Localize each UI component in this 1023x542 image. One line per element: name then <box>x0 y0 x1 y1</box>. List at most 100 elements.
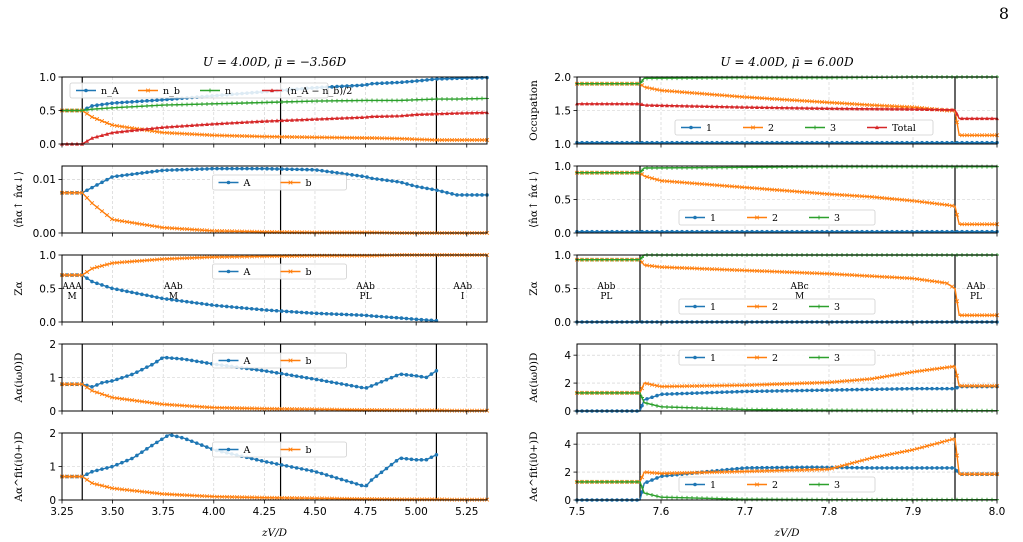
data-point <box>430 97 434 102</box>
data-point <box>770 389 774 393</box>
data-point <box>814 380 820 385</box>
data-point <box>740 104 744 109</box>
data-point <box>135 370 139 374</box>
series-(n_A − n_b)/2 <box>60 110 489 146</box>
data-point <box>325 116 329 121</box>
data-point <box>620 479 624 484</box>
data-point <box>844 378 850 384</box>
data-point <box>729 383 735 388</box>
data-point <box>919 445 925 450</box>
data-point <box>894 275 900 280</box>
series-line <box>62 475 487 501</box>
data-point <box>650 103 654 107</box>
data-point <box>84 477 90 482</box>
data-point <box>404 316 409 321</box>
y-axis-label: Occupation <box>528 80 540 141</box>
data-point <box>755 105 759 109</box>
data-point <box>199 404 205 409</box>
data-point <box>165 355 169 360</box>
data-point <box>830 106 834 111</box>
data-point <box>184 227 190 232</box>
data-point <box>204 405 210 410</box>
data-point <box>320 168 324 173</box>
data-point <box>125 374 129 378</box>
data-point <box>930 164 934 169</box>
data-point <box>654 383 660 388</box>
data-point <box>310 117 314 121</box>
data-point <box>640 395 644 400</box>
series-line <box>62 167 487 196</box>
legend-label: 3 <box>834 302 840 313</box>
data-point <box>674 384 680 389</box>
legend-label: 1 <box>706 123 712 134</box>
data-point <box>120 375 124 380</box>
page-number: 8 <box>998 4 1009 23</box>
data-point <box>230 166 234 171</box>
x-tick-label: 3.25 <box>50 506 73 518</box>
data-point <box>825 388 829 392</box>
y-tick-label: 0 <box>564 406 571 418</box>
data-point <box>179 403 185 408</box>
data-point <box>734 267 740 273</box>
data-point <box>415 97 419 102</box>
data-point <box>884 274 890 280</box>
data-point <box>590 390 594 395</box>
data-point <box>139 222 145 227</box>
data-point <box>929 200 935 206</box>
data-point <box>829 380 835 385</box>
phase-label: PL <box>600 292 612 302</box>
y-tick-label: 0.5 <box>554 283 571 295</box>
legend-label: b <box>306 445 312 456</box>
data-point <box>639 386 645 391</box>
data-point <box>304 135 310 140</box>
data-point <box>600 257 604 262</box>
data-point <box>655 403 659 408</box>
data-point <box>869 103 875 108</box>
data-point <box>715 75 719 80</box>
data-point <box>409 457 414 462</box>
data-point <box>855 465 859 470</box>
data-point <box>704 182 710 187</box>
data-point <box>214 303 219 308</box>
data-point <box>885 106 889 111</box>
data-point <box>945 107 949 112</box>
data-point <box>150 294 154 299</box>
data-point <box>369 384 374 388</box>
legend-label: Total <box>892 123 916 134</box>
data-point <box>725 104 729 109</box>
data-point <box>399 316 404 320</box>
data-point <box>585 170 589 175</box>
data-point <box>184 131 190 136</box>
data-point <box>250 100 254 105</box>
data-point <box>395 80 399 85</box>
data-point <box>240 166 244 171</box>
data-point <box>679 470 685 476</box>
data-point <box>474 137 480 143</box>
data-point <box>764 468 770 473</box>
data-point <box>169 492 175 497</box>
series-line <box>577 365 997 394</box>
data-point <box>824 467 830 472</box>
data-point <box>869 455 875 461</box>
data-point <box>235 166 239 171</box>
data-point <box>870 164 874 169</box>
data-point <box>640 102 644 107</box>
data-point <box>389 375 394 380</box>
data-point <box>795 465 799 470</box>
data-point <box>319 471 324 476</box>
data-point <box>859 377 865 382</box>
data-point <box>635 101 639 106</box>
data-point <box>445 97 449 102</box>
data-point <box>295 167 299 172</box>
data-point <box>230 101 234 106</box>
data-point <box>480 110 484 115</box>
data-point <box>830 75 834 80</box>
data-point <box>329 253 335 258</box>
data-point <box>745 497 749 502</box>
data-point <box>244 306 249 311</box>
data-point <box>910 164 914 169</box>
data-point <box>815 164 819 169</box>
data-point <box>960 116 964 121</box>
legend-box <box>678 209 876 226</box>
